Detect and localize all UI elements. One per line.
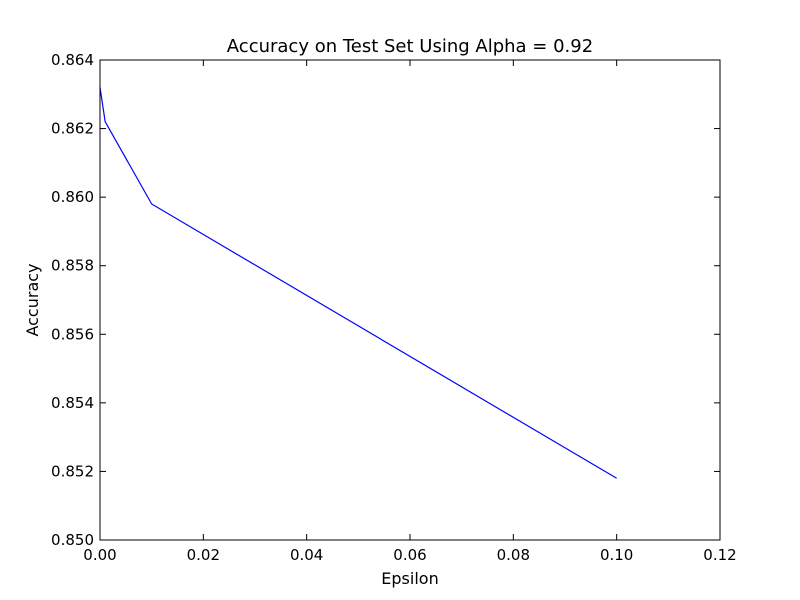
x-tick-label: 0.02	[187, 546, 220, 564]
x-axis-label: Epsilon	[381, 569, 438, 588]
y-tick-label: 0.852	[51, 462, 94, 480]
y-tick-label: 0.862	[51, 120, 94, 138]
x-tick-label: 0.00	[83, 546, 116, 564]
x-tick-label: 0.04	[290, 546, 323, 564]
x-tick-label: 0.10	[600, 546, 633, 564]
y-tick-label: 0.860	[51, 188, 94, 206]
ticks-layer: 0.00 0.02 0.04 0.06 0.08 0.10 0.12 0.850 0.852 0.…	[51, 51, 737, 564]
y-axis-label: Accuracy	[23, 263, 42, 336]
chart-title: Accuracy on Test Set Using Alpha = 0.92	[227, 36, 593, 57]
y-tick-label: 0.854	[51, 394, 94, 412]
x-tick-label: 0.12	[703, 546, 736, 564]
series-line	[99, 87, 617, 479]
y-tick-label: 0.858	[51, 257, 94, 275]
plot-frame	[99, 59, 721, 541]
y-tick-label: 0.856	[51, 325, 94, 343]
x-tick-label: 0.06	[393, 546, 426, 564]
y-tick-label: 0.864	[51, 51, 94, 69]
x-tick-label: 0.08	[497, 546, 530, 564]
y-tick-label: 0.850	[51, 531, 94, 549]
series-layer	[99, 87, 617, 479]
